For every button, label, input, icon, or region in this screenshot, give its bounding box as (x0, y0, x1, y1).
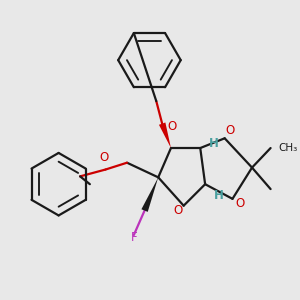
Text: H: H (214, 189, 224, 203)
Polygon shape (159, 122, 171, 148)
Text: F: F (130, 231, 137, 244)
Text: O: O (99, 151, 108, 164)
Text: O: O (167, 120, 176, 133)
Text: O: O (225, 124, 234, 137)
Text: O: O (236, 197, 245, 210)
Polygon shape (141, 177, 158, 212)
Text: CH₃: CH₃ (278, 143, 298, 153)
Text: H: H (209, 137, 219, 150)
Text: O: O (173, 204, 182, 217)
